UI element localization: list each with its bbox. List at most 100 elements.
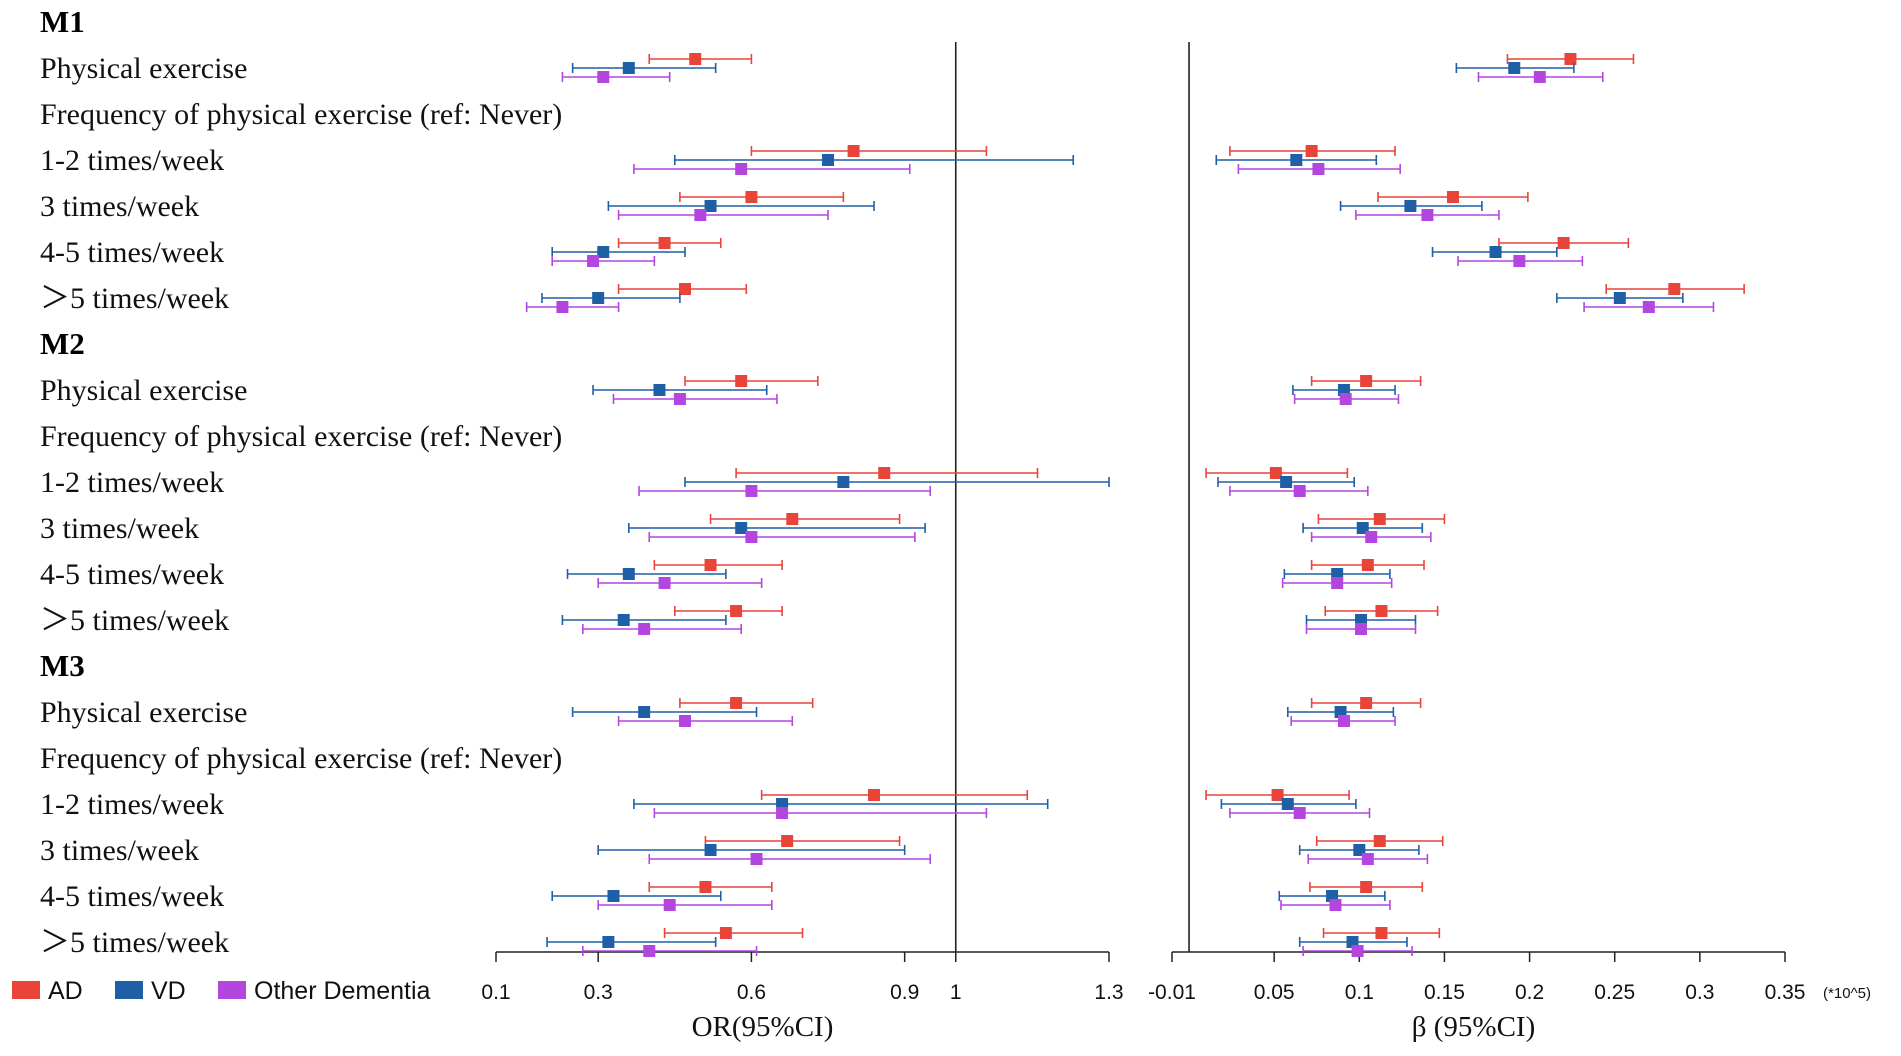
row-label: ＞5 times/week (40, 604, 229, 637)
row-label: Frequency of physical exercise (ref: Nev… (40, 420, 562, 453)
or-tick-label: 1.3 (1094, 981, 1123, 1004)
legend-label: VD (151, 977, 186, 1005)
point-estimate-marker (1329, 899, 1342, 911)
point-estimate-marker (1373, 513, 1386, 525)
point-estimate-marker (679, 283, 692, 295)
row-label: 4-5 times/week (40, 558, 224, 591)
point-estimate-marker (638, 706, 651, 718)
point-estimate-marker (1337, 715, 1350, 727)
point-estimate-marker (653, 384, 666, 396)
point-estimate-marker (730, 697, 743, 709)
point-estimate-marker (597, 246, 610, 258)
point-estimate-marker (597, 71, 610, 83)
beta-tick-label: 0.15 (1424, 981, 1465, 1004)
point-estimate-marker (673, 393, 686, 405)
point-estimate-marker (1312, 163, 1325, 175)
point-estimate-marker (847, 145, 860, 157)
point-estimate-marker (1305, 145, 1318, 157)
point-estimate-marker (1293, 485, 1306, 497)
row-label: 1-2 times/week (40, 788, 224, 821)
or-tick-label: 0.1 (481, 981, 510, 1004)
beta-tick-label: 0.05 (1254, 981, 1295, 1004)
point-estimate-marker (735, 375, 748, 387)
beta-tick-label: 0.2 (1515, 981, 1544, 1004)
row-label: Physical exercise (40, 374, 247, 407)
legend: AD VD Other Dementia (12, 977, 431, 1005)
model-heading-m3: M3 (40, 648, 85, 683)
row-label: Frequency of physical exercise (ref: Nev… (40, 98, 562, 131)
point-estimate-marker (699, 881, 712, 893)
point-estimate-marker (1331, 577, 1344, 589)
point-estimate-marker (1668, 283, 1681, 295)
row-label: 1-2 times/week (40, 466, 224, 499)
point-estimate-marker (602, 936, 615, 948)
point-estimate-marker (1290, 154, 1303, 166)
point-estimate-marker (1613, 292, 1626, 304)
row-label: 1-2 times/week (40, 144, 224, 177)
row-label: Physical exercise (40, 52, 247, 85)
beta-tick-label: -0.01 (1148, 981, 1196, 1004)
point-estimate-marker (1360, 375, 1373, 387)
point-estimate-marker (622, 568, 635, 580)
row-label: 4-5 times/week (40, 880, 224, 913)
point-estimate-marker (658, 237, 671, 249)
or-series-ad (617, 53, 1039, 939)
point-estimate-marker (617, 614, 630, 626)
row-label: 3 times/week (40, 834, 199, 867)
point-estimate-marker (745, 191, 758, 203)
point-estimate-marker (658, 577, 671, 589)
point-estimate-marker (1339, 393, 1352, 405)
point-estimate-marker (1269, 467, 1282, 479)
legend-swatch-other-dementia (218, 981, 246, 999)
point-estimate-marker (1557, 237, 1570, 249)
point-estimate-marker (745, 531, 758, 543)
point-estimate-marker (638, 623, 651, 635)
beta-unit-note: (*10^5) (1823, 985, 1871, 1002)
beta-tick-label: 0.3 (1685, 981, 1714, 1004)
point-estimate-marker (704, 844, 717, 856)
beta-series-other-dementia (1229, 71, 1715, 957)
point-estimate-marker (1642, 301, 1655, 313)
point-estimate-marker (607, 890, 620, 902)
row-label: Physical exercise (40, 696, 247, 729)
or-axis-title: OR(95%CI) (692, 1011, 834, 1043)
or-tick-label: 0.3 (584, 981, 613, 1004)
point-estimate-marker (1375, 605, 1388, 617)
row-label: Frequency of physical exercise (ref: Nev… (40, 742, 562, 775)
row-label: ＞5 times/week (40, 926, 229, 959)
point-estimate-marker (1271, 789, 1284, 801)
point-estimate-marker (1361, 559, 1374, 571)
point-estimate-marker (679, 715, 692, 727)
or-tick-label: 1 (950, 981, 962, 1004)
point-estimate-marker (704, 200, 717, 212)
point-estimate-marker (1280, 476, 1293, 488)
point-estimate-marker (622, 62, 635, 74)
point-estimate-marker (1404, 200, 1417, 212)
model-heading-m1: M1 (40, 4, 85, 39)
point-estimate-marker (837, 476, 850, 488)
point-estimate-marker (689, 53, 702, 65)
legend-label: Other Dementia (254, 977, 431, 1005)
point-estimate-marker (1360, 697, 1373, 709)
or-tick-label: 0.9 (890, 981, 919, 1004)
point-estimate-marker (556, 301, 569, 313)
row-label: 3 times/week (40, 190, 199, 223)
point-estimate-marker (1421, 209, 1434, 221)
legend-swatch-ad (12, 981, 40, 999)
point-estimate-marker (1564, 53, 1577, 65)
point-estimate-marker (1360, 881, 1373, 893)
odds-ratio-panel: 0.1 0.3 0.6 0.9 1 1.3 OR(95%CI) (481, 42, 1124, 1043)
or-series-other-dementia (525, 71, 988, 957)
point-estimate-marker (1489, 246, 1502, 258)
point-estimate-marker (786, 513, 799, 525)
point-estimate-marker (1508, 62, 1521, 74)
point-estimate-marker (694, 209, 707, 221)
model-heading-m2: M2 (40, 326, 85, 361)
or-series-vd (541, 62, 1110, 948)
point-estimate-marker (592, 292, 605, 304)
point-estimate-marker (1361, 853, 1374, 865)
point-estimate-marker (730, 605, 743, 617)
beta-series-ad (1205, 53, 1745, 939)
point-estimate-marker (745, 485, 758, 497)
point-estimate-marker (1365, 531, 1378, 543)
